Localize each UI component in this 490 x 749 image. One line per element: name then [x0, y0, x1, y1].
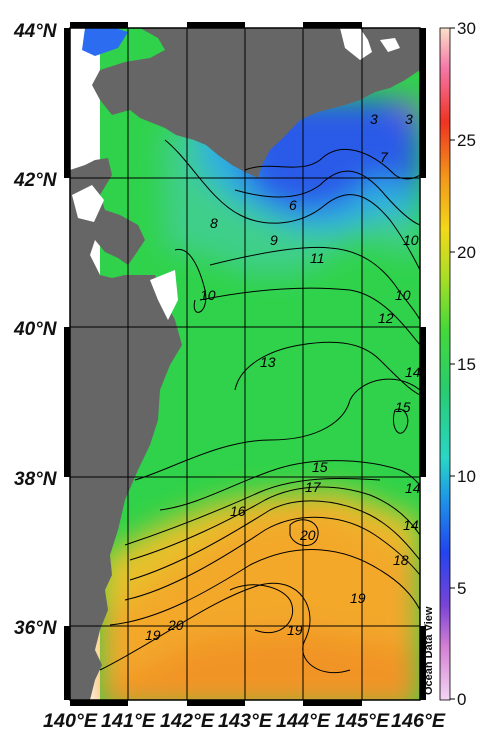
- contour-label: 11: [310, 250, 325, 266]
- contour-label: 7: [380, 149, 389, 165]
- colorbar-tick: 5: [457, 579, 466, 598]
- contour-labels: 3 3 6 7 8 9 10 10 10 11 12 13 14 15 14 1…: [145, 111, 421, 643]
- contour-label: 3: [370, 111, 378, 127]
- lat-label: 44°N: [13, 21, 58, 42]
- map-frame-ticks: [64, 22, 426, 706]
- colorbar: 30 25 20 15 10 5 0: [439, 19, 476, 709]
- longitude-labels: 140°E 141°E 142°E 143°E 144°E 145°E 146°…: [43, 711, 446, 732]
- lon-label: 146°E: [391, 711, 446, 732]
- graticule: [70, 28, 420, 700]
- contour-label: 10: [200, 287, 216, 303]
- lon-label: 142°E: [160, 711, 215, 732]
- colorbar-ramp: [439, 27, 451, 701]
- contour-label: 16: [230, 503, 246, 519]
- contour-label: 18: [393, 552, 409, 568]
- lon-label: 141°E: [101, 711, 156, 732]
- contour-label: 15: [395, 399, 411, 415]
- contour-label: 9: [270, 232, 278, 248]
- map-plot-area: 3 3 6 7 8 9 10 10 10 11 12 13 14 15 14 1…: [64, 22, 426, 706]
- lon-label: 140°E: [43, 711, 98, 732]
- lat-label: 42°N: [13, 170, 58, 191]
- lat-label: 36°N: [14, 618, 58, 639]
- contour-label: 13: [260, 354, 276, 370]
- lon-label: 143°E: [218, 711, 273, 732]
- contour-label: 10: [395, 287, 411, 303]
- contour-label: 14: [405, 480, 421, 496]
- contour-label: 19: [287, 622, 303, 638]
- contour-label: 8: [210, 215, 218, 231]
- contour-label: 15: [312, 459, 328, 475]
- lon-label: 145°E: [335, 711, 390, 732]
- colorbar-tick: 30: [457, 19, 476, 38]
- colorbar-tick: 15: [457, 355, 476, 374]
- contour-label: 20: [167, 617, 184, 633]
- colorbar-tick: 0: [457, 690, 466, 709]
- contour-label: 14: [403, 517, 419, 533]
- colorbar-tick: 20: [457, 243, 476, 262]
- ocean-data-view-credit: Ocean Data View: [423, 606, 435, 695]
- land-mass: [70, 28, 420, 700]
- colorbar-tick: 25: [457, 131, 476, 150]
- contour-label: 20: [299, 527, 316, 543]
- colorbar-tick: 10: [457, 467, 476, 486]
- contour-label: 19: [145, 627, 161, 643]
- lon-label: 144°E: [276, 711, 331, 732]
- contour-label: 12: [378, 310, 394, 326]
- contour-label: 6: [289, 197, 297, 213]
- contour-label: 10: [403, 232, 419, 248]
- contour-label: 17: [305, 479, 322, 495]
- lat-label: 40°N: [13, 319, 58, 340]
- contour-label: 3: [405, 111, 413, 127]
- contour-label: 19: [350, 590, 366, 606]
- contour-label: 14: [405, 364, 421, 380]
- latitude-labels: 44°N 42°N 40°N 38°N 36°N: [13, 21, 58, 639]
- lat-label: 38°N: [14, 469, 58, 490]
- isotherms: [99, 139, 420, 674]
